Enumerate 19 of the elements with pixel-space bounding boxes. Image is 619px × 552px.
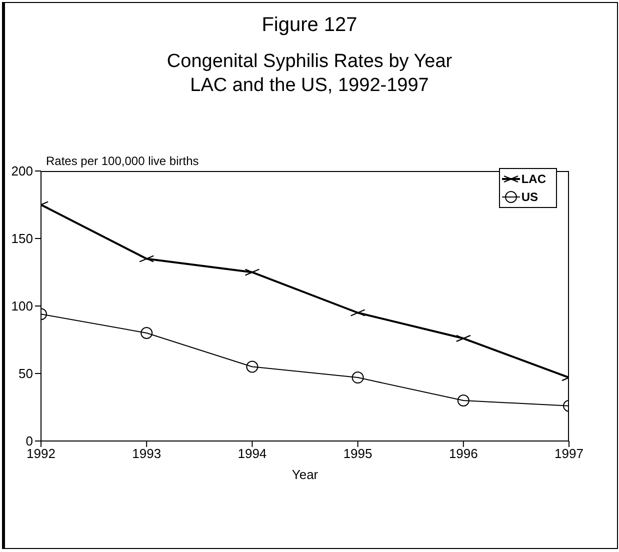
legend-label: LAC — [521, 171, 546, 188]
x-tick-label: 1995 — [343, 446, 372, 462]
chart-title: Figure 127 — [260, 14, 358, 37]
point — [246, 360, 258, 373]
x-tick-label: 1993 — [132, 446, 162, 462]
y-tick-label: 50 — [18, 366, 33, 382]
x-tick-label: 1992 — [26, 446, 56, 462]
x-tick-label: 1997 — [554, 446, 584, 462]
y-axis-title: Rates per 100,000 live births — [46, 154, 199, 168]
y-tick-label: 100 — [11, 298, 33, 314]
y-tick-label: 150 — [11, 231, 33, 246]
y-tick-label: 0 — [26, 434, 33, 449]
x-tick-label: 1994 — [238, 446, 267, 462]
legend-label: US — [521, 189, 538, 206]
x-tick-label: 1996 — [448, 446, 478, 462]
chart-subtitle: Congenital Syphilis Rates by Year LAC and the US, 1992-1997 — [166, 50, 454, 98]
x-axis-title: Year — [290, 467, 320, 482]
y-tick-label: 200 — [11, 164, 33, 179]
point — [352, 372, 364, 384]
